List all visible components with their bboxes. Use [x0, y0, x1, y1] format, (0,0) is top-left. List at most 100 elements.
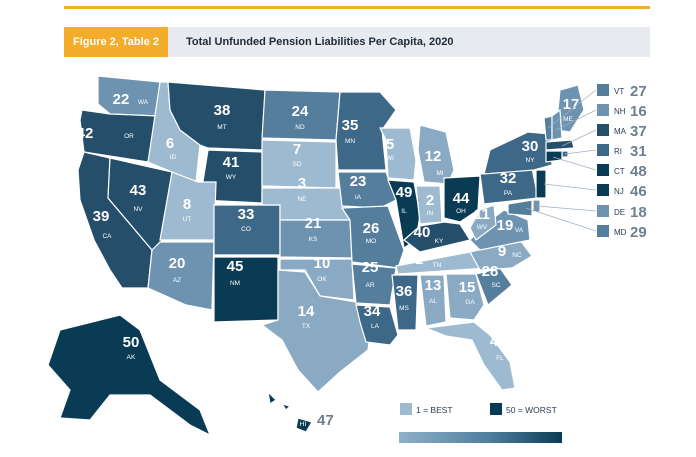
callout-abbr-de: DE	[614, 208, 625, 217]
state-rank-co: 33	[238, 206, 255, 223]
state-wi	[379, 127, 417, 181]
callout-abbr-vt: VT	[614, 87, 624, 96]
state-rank-oh: 44	[453, 190, 470, 207]
state-rank-wi: 5	[386, 136, 394, 153]
state-abbr-ga: GA	[465, 299, 475, 306]
state-rank-mt: 38	[214, 102, 231, 119]
state-abbr-ak: AK	[127, 354, 136, 361]
state-abbr-ar: AR	[365, 282, 374, 289]
state-md	[507, 199, 533, 217]
callout-line-nj	[543, 183, 597, 191]
callout-abbr-ri: RI	[614, 147, 622, 156]
state-rank-mi: 12	[425, 148, 442, 165]
state-abbr-wv: WV	[477, 224, 488, 231]
callout-swatch-md	[597, 225, 609, 237]
state-abbr-ok: OK	[317, 276, 327, 283]
callout-abbr-nh: NH	[614, 107, 626, 116]
figure-header: Figure 2, Table 2 Total Unfunded Pension…	[64, 27, 650, 57]
callout-line-de	[536, 205, 597, 212]
state-ms	[391, 274, 419, 331]
state-abbr-mo: MO	[366, 238, 376, 245]
state-rank-ny: 30	[522, 138, 539, 155]
state-rank-la: 34	[364, 303, 381, 320]
callout-line-ct	[552, 156, 597, 171]
state-abbr-oh: OH	[456, 208, 466, 215]
state-rank-ky: 40	[414, 224, 431, 241]
state-abbr-tn: TN	[433, 262, 442, 269]
state-abbr-mn: MN	[345, 138, 355, 145]
state-abbr-nm: NM	[230, 280, 240, 287]
state-rank-ga: 15	[459, 279, 476, 296]
callout-rank-nh: 16	[630, 103, 647, 120]
callout-line-nh	[555, 109, 597, 131]
state-abbr-wy: WY	[226, 174, 237, 181]
state-rank-ok: 10	[314, 255, 331, 272]
state-wv	[469, 204, 497, 241]
callout-rank-ma: 37	[630, 123, 647, 140]
state-abbr-ms: MS	[399, 305, 409, 312]
state-al	[419, 274, 447, 327]
state-ak	[47, 314, 212, 437]
state-abbr-ny: NY	[525, 157, 535, 164]
callout-rank-vt: 27	[630, 83, 647, 100]
state-rank-al: 13	[425, 277, 442, 294]
state-rank-il: 49	[396, 184, 413, 201]
state-abbr-nv: NV	[133, 206, 143, 213]
state-abbr-wa: WA	[138, 99, 149, 106]
state-ny	[483, 131, 553, 175]
state-ga	[445, 273, 485, 321]
state-rank-ks: 21	[305, 215, 322, 232]
callout-rank-de: 18	[630, 204, 647, 221]
state-abbr-al: AL	[429, 298, 437, 305]
state-abbr-mt: MT	[217, 124, 226, 131]
callout-rank-ct: 48	[630, 163, 647, 180]
state-rank-in: 2	[426, 192, 434, 209]
legend-best-label: 1 = BEST	[416, 405, 453, 415]
callout-swatch-nj	[597, 184, 609, 196]
state-abbr-sc: SC	[491, 282, 500, 289]
callout-abbr-md: MD	[614, 228, 627, 237]
state-rank-ar: 25	[362, 259, 379, 276]
callout-abbr-nj: NJ	[614, 187, 624, 196]
state-rank-fl: 4	[490, 333, 499, 350]
state-abbr-nc: NC	[512, 252, 522, 259]
callout-line-md	[525, 207, 597, 232]
callout-swatch-nh	[597, 104, 609, 116]
state-rank-nd: 24	[292, 103, 309, 120]
state-abbr-ia: IA	[355, 194, 362, 201]
state-rank-tx: 14	[298, 303, 315, 320]
callout-line-ma	[561, 129, 597, 147]
figure-label: Figure 2, Table 2	[64, 27, 168, 57]
callout-swatch-ct	[597, 164, 609, 176]
state-rank-wv: 11	[474, 206, 490, 223]
callout-rank-nj: 46	[630, 183, 647, 200]
legend-worst-label: 50 = WORST	[506, 405, 557, 415]
callout-abbr-ct: CT	[614, 167, 625, 176]
state-abbr-hi: HI	[300, 421, 307, 428]
state-mn	[335, 91, 397, 171]
state-rank-or: 42	[77, 125, 94, 142]
legend-best-swatch	[400, 403, 412, 415]
callout-rank-hi: 47	[317, 412, 334, 429]
state-rank-va: 19	[497, 217, 514, 234]
state-rank-ms: 36	[396, 283, 413, 300]
state-abbr-me: ME	[563, 116, 573, 123]
state-de	[532, 199, 541, 213]
state-ma	[545, 139, 575, 151]
state-rank-az: 20	[169, 255, 186, 272]
state-abbr-co: CO	[241, 226, 251, 233]
state-sc	[475, 267, 513, 306]
state-rank-pa: 32	[500, 170, 517, 187]
state-rank-wa: 22	[113, 91, 130, 108]
state-ct	[545, 150, 563, 163]
state-nj	[535, 169, 547, 199]
state-rank-tn: 1	[415, 251, 423, 268]
callout-rank-md: 29	[630, 224, 647, 241]
state-abbr-tx: TX	[302, 323, 311, 330]
state-abbr-or: OR	[124, 133, 134, 140]
state-abbr-wi: WI	[386, 155, 394, 162]
callout-line-vt	[547, 89, 597, 129]
state-ia	[337, 171, 397, 209]
state-abbr-la: LA	[371, 323, 380, 330]
state-rank-mo: 26	[363, 220, 380, 237]
